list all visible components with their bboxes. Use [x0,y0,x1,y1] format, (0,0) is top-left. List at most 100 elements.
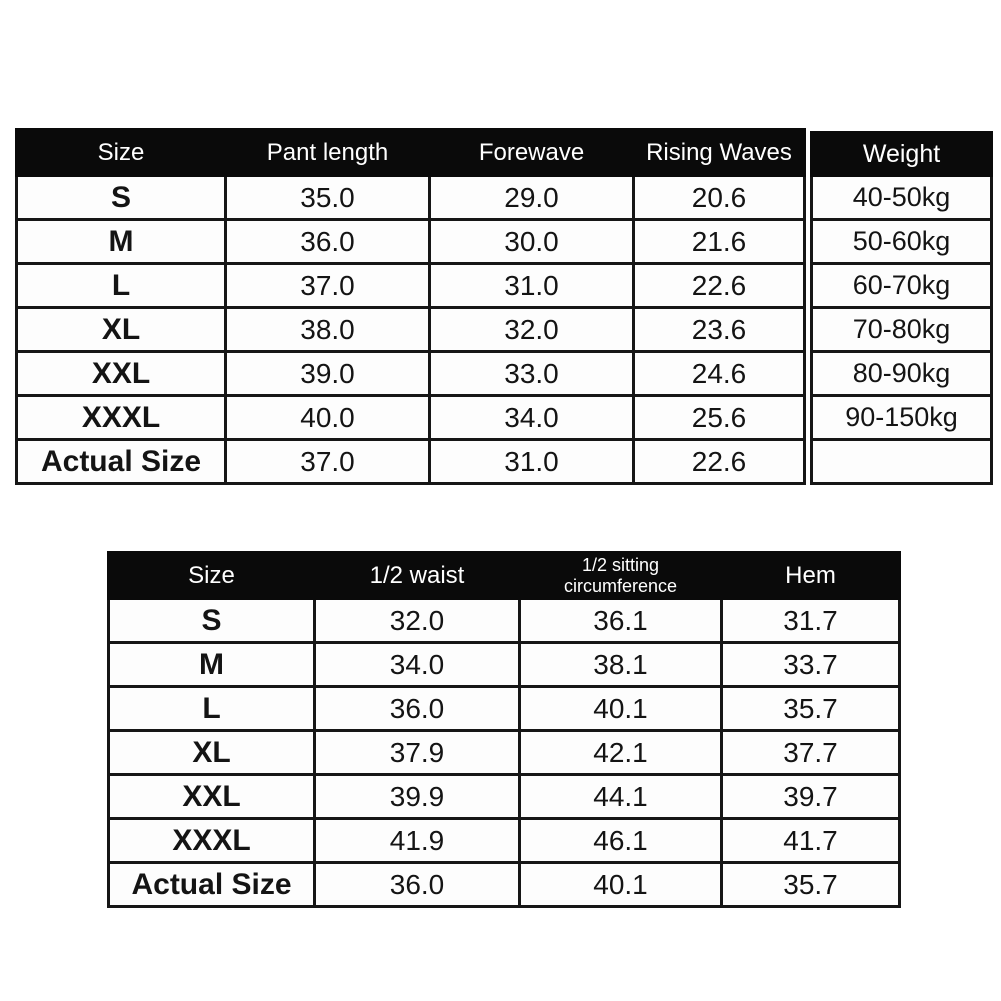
table-row: 40-50kg [810,174,993,221]
pant-length-cell: 35.0 [224,174,431,221]
weight-cell: 70-80kg [810,306,993,353]
half-sitting-cell: 44.1 [518,773,723,820]
size-cell: XL [15,306,227,353]
weight-cell: 60-70kg [810,262,993,309]
size-cell: XXXL [15,394,227,441]
size-cell: S [15,174,227,221]
size-cell: L [15,262,227,309]
weight-cell: 40-50kg [810,174,993,221]
size-cell: XXXL [107,817,316,864]
rising-waves-cell: 22.6 [632,262,806,309]
table-header-row: Size 1/2 waist 1/2 sitting circumference… [107,551,901,600]
table-row: XL 38.0 32.0 23.6 [15,306,806,353]
col-header-half-waist: 1/2 waist [313,551,521,600]
rising-waves-cell: 24.6 [632,350,806,397]
col-header-hem: Hem [720,551,901,600]
weight-cell: 90-150kg [810,394,993,441]
pant-length-cell: 37.0 [224,438,431,485]
half-sitting-cell: 40.1 [518,685,723,732]
half-waist-cell: 36.0 [313,685,521,732]
rising-waves-cell: 22.6 [632,438,806,485]
half-waist-cell: 32.0 [313,597,521,644]
forewave-cell: 34.0 [428,394,635,441]
table-row: 60-70kg [810,262,993,309]
table-row: 70-80kg [810,306,993,353]
forewave-cell: 31.0 [428,438,635,485]
pant-size-table-weight-column: Weight 40-50kg 50-60kg 60-70kg 70-80kg 8… [810,131,993,485]
table-row: XL 37.9 42.1 37.7 [107,729,901,776]
table-row: L 37.0 31.0 22.6 [15,262,806,309]
weight-cell: 50-60kg [810,218,993,265]
rising-waves-cell: 25.6 [632,394,806,441]
size-cell: XXL [15,350,227,397]
size-cell: Actual Size [107,861,316,908]
half-sitting-cell: 38.1 [518,641,723,688]
hem-cell: 41.7 [720,817,901,864]
half-waist-cell: 37.9 [313,729,521,776]
size-cell: L [107,685,316,732]
half-sitting-cell: 42.1 [518,729,723,776]
col-header-half-sitting-circumference-label: 1/2 sitting circumference [563,554,678,596]
table-header-row: Weight [810,131,993,177]
table-row: XXL 39.0 33.0 24.6 [15,350,806,397]
rising-waves-cell: 23.6 [632,306,806,353]
col-header-size: Size [15,128,227,177]
hem-cell: 35.7 [720,861,901,908]
half-sitting-cell: 40.1 [518,861,723,908]
hem-cell: 39.7 [720,773,901,820]
weight-cell: 80-90kg [810,350,993,397]
pant-length-cell: 39.0 [224,350,431,397]
half-sitting-cell: 46.1 [518,817,723,864]
size-cell: S [107,597,316,644]
hem-cell: 33.7 [720,641,901,688]
half-waist-cell: 36.0 [313,861,521,908]
pant-length-cell: 36.0 [224,218,431,265]
table-row: S 32.0 36.1 31.7 [107,597,901,644]
col-header-forewave: Forewave [428,128,635,177]
table-row [810,438,993,485]
table-row: XXXL 40.0 34.0 25.6 [15,394,806,441]
hem-cell: 37.7 [720,729,901,776]
pant-size-table: Size Pant length Forewave Rising Waves S… [15,128,993,485]
table-row: 80-90kg [810,350,993,397]
pant-length-cell: 38.0 [224,306,431,353]
forewave-cell: 29.0 [428,174,635,221]
table-header-row: Size Pant length Forewave Rising Waves [15,128,806,177]
pant-length-cell: 40.0 [224,394,431,441]
pant-size-table-main: Size Pant length Forewave Rising Waves S… [15,128,806,485]
half-waist-cell: 41.9 [313,817,521,864]
col-header-pant-length: Pant length [224,128,431,177]
col-header-rising-waves: Rising Waves [632,128,806,177]
forewave-cell: 30.0 [428,218,635,265]
hem-cell: 31.7 [720,597,901,644]
half-waist-cell: 39.9 [313,773,521,820]
size-cell: XL [107,729,316,776]
table-row: XXL 39.9 44.1 39.7 [107,773,901,820]
table-row: Actual Size 36.0 40.1 35.7 [107,861,901,908]
forewave-cell: 31.0 [428,262,635,309]
table-row: M 34.0 38.1 33.7 [107,641,901,688]
col-header-weight: Weight [810,131,993,177]
size-cell: M [15,218,227,265]
table-row: 90-150kg [810,394,993,441]
forewave-cell: 33.0 [428,350,635,397]
table-row: 50-60kg [810,218,993,265]
half-waist-cell: 34.0 [313,641,521,688]
hem-cell: 35.7 [720,685,901,732]
table-row: S 35.0 29.0 20.6 [15,174,806,221]
table-row: L 36.0 40.1 35.7 [107,685,901,732]
table-row: Actual Size 37.0 31.0 22.6 [15,438,806,485]
rising-waves-cell: 21.6 [632,218,806,265]
size-cell: M [107,641,316,688]
size-cell: XXL [107,773,316,820]
pant-length-cell: 37.0 [224,262,431,309]
forewave-cell: 32.0 [428,306,635,353]
waist-size-table: Size 1/2 waist 1/2 sitting circumference… [107,551,901,908]
col-header-half-sitting-circumference: 1/2 sitting circumference [518,551,723,600]
table-row: M 36.0 30.0 21.6 [15,218,806,265]
col-header-size: Size [107,551,316,600]
table-row: XXXL 41.9 46.1 41.7 [107,817,901,864]
weight-cell [810,438,993,485]
half-sitting-cell: 36.1 [518,597,723,644]
